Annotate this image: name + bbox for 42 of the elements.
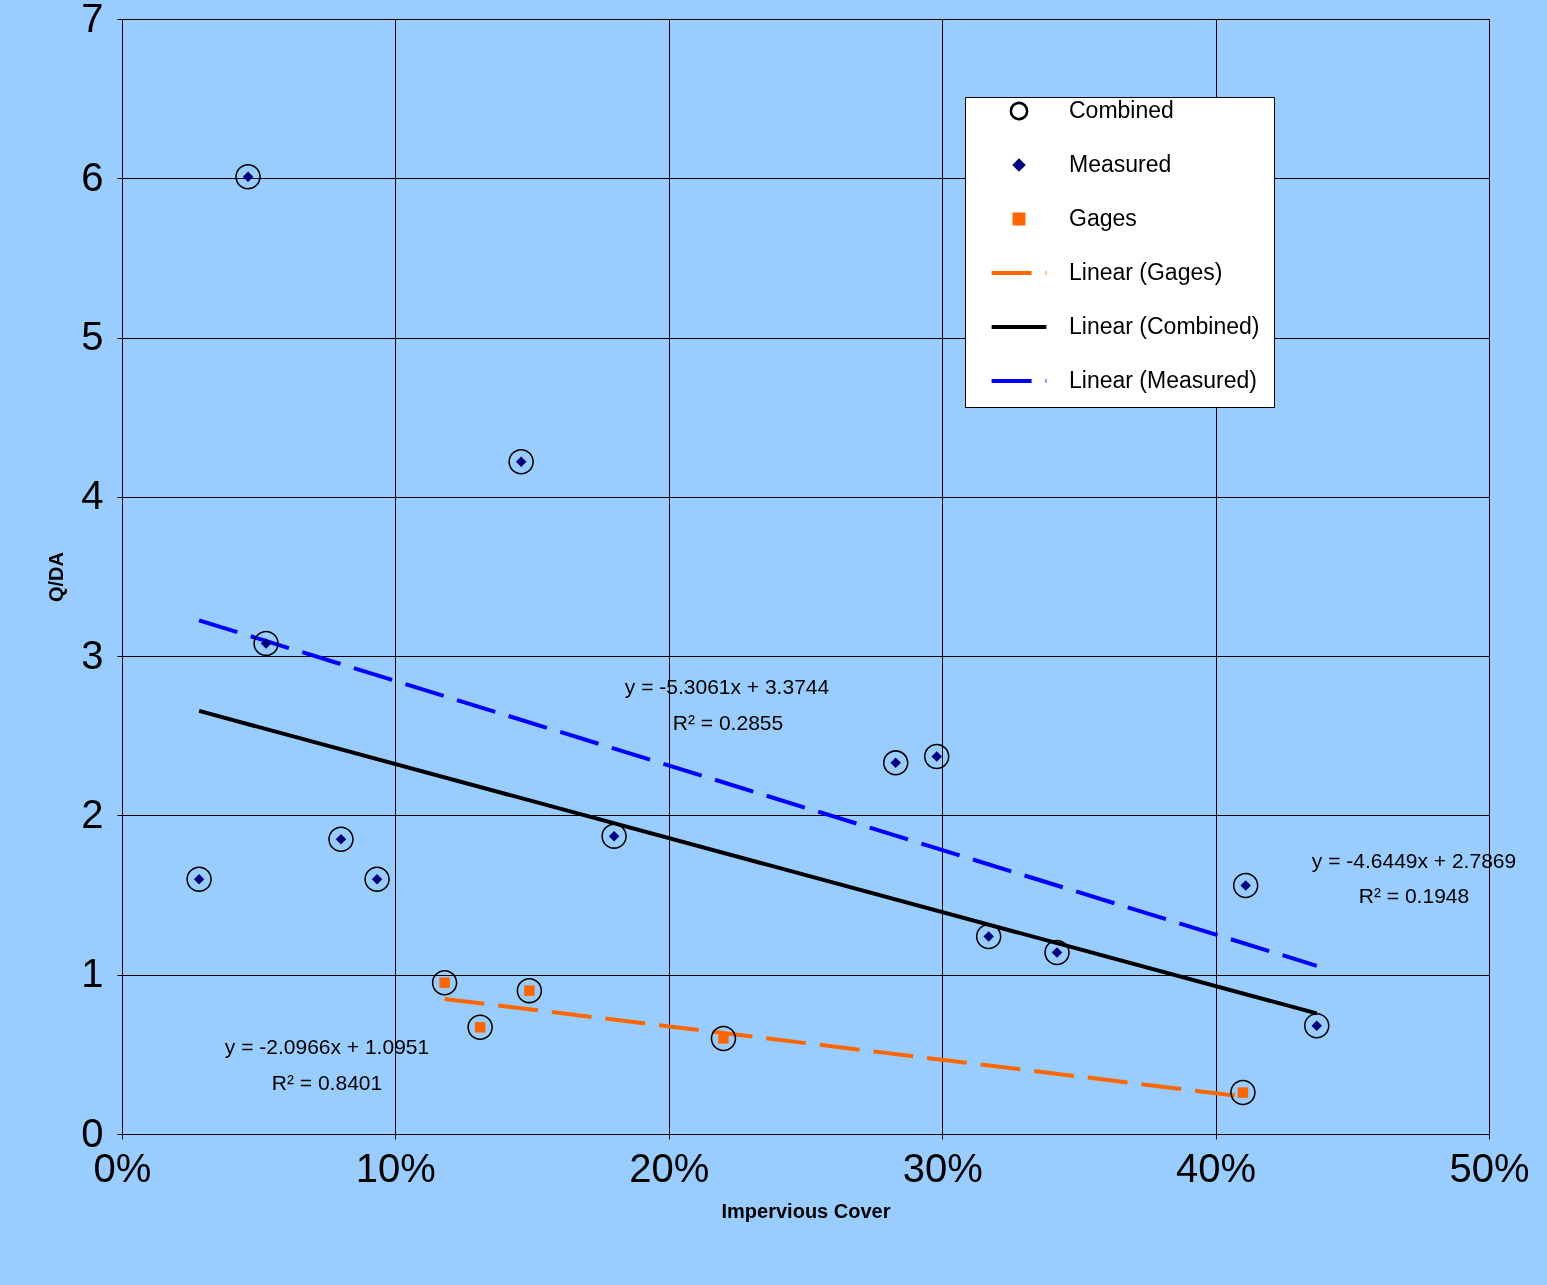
y-tick-label: 2 <box>81 791 104 836</box>
point <box>923 743 950 770</box>
y-tick-label: 7 <box>81 0 104 40</box>
y-tick-label: 3 <box>81 632 104 677</box>
x-tick-label: 20% <box>629 1145 710 1190</box>
point <box>1044 939 1070 966</box>
annotation: R² = 0.2855 <box>672 711 784 734</box>
x-tick-label: 30% <box>902 1145 983 1190</box>
point <box>516 977 543 1004</box>
y-axis-title: Q/DA <box>45 552 68 602</box>
legend-label: Linear (Measured) <box>1069 367 1257 393</box>
point <box>253 630 279 657</box>
point <box>235 163 261 190</box>
y-tick-label: 6 <box>81 154 104 199</box>
point <box>975 923 1002 950</box>
point <box>1230 1079 1256 1106</box>
annotation: R² = 0.1948 <box>1358 884 1470 907</box>
x-tick-label: 40% <box>1176 1145 1257 1190</box>
legend-label: Measured <box>1069 151 1172 177</box>
legend-label: Gages <box>1069 205 1137 231</box>
legend-label: Combined <box>1069 97 1174 123</box>
point <box>1232 872 1259 899</box>
point <box>328 826 354 853</box>
y-tick-label: 1 <box>81 951 104 996</box>
y-tick-label: 4 <box>81 473 104 518</box>
x-axis-title: Impervious Cover <box>721 1199 891 1222</box>
point <box>882 750 909 776</box>
legend-label: Linear (Combined) <box>1069 313 1260 339</box>
y-tick-label: 5 <box>81 314 104 359</box>
x-tick-label: 50% <box>1449 1145 1530 1190</box>
point <box>467 1014 493 1041</box>
point <box>186 866 212 892</box>
point <box>508 449 534 475</box>
point <box>431 969 458 996</box>
x-tick-label: 10% <box>355 1145 436 1190</box>
point <box>364 866 390 892</box>
legend-label: Linear (Gages) <box>1069 259 1223 285</box>
point <box>601 823 627 849</box>
point <box>1304 1012 1330 1039</box>
annotation: R² = 0.8401 <box>271 1071 383 1094</box>
point <box>710 1025 737 1052</box>
y-tick-label: 0 <box>81 1110 104 1155</box>
